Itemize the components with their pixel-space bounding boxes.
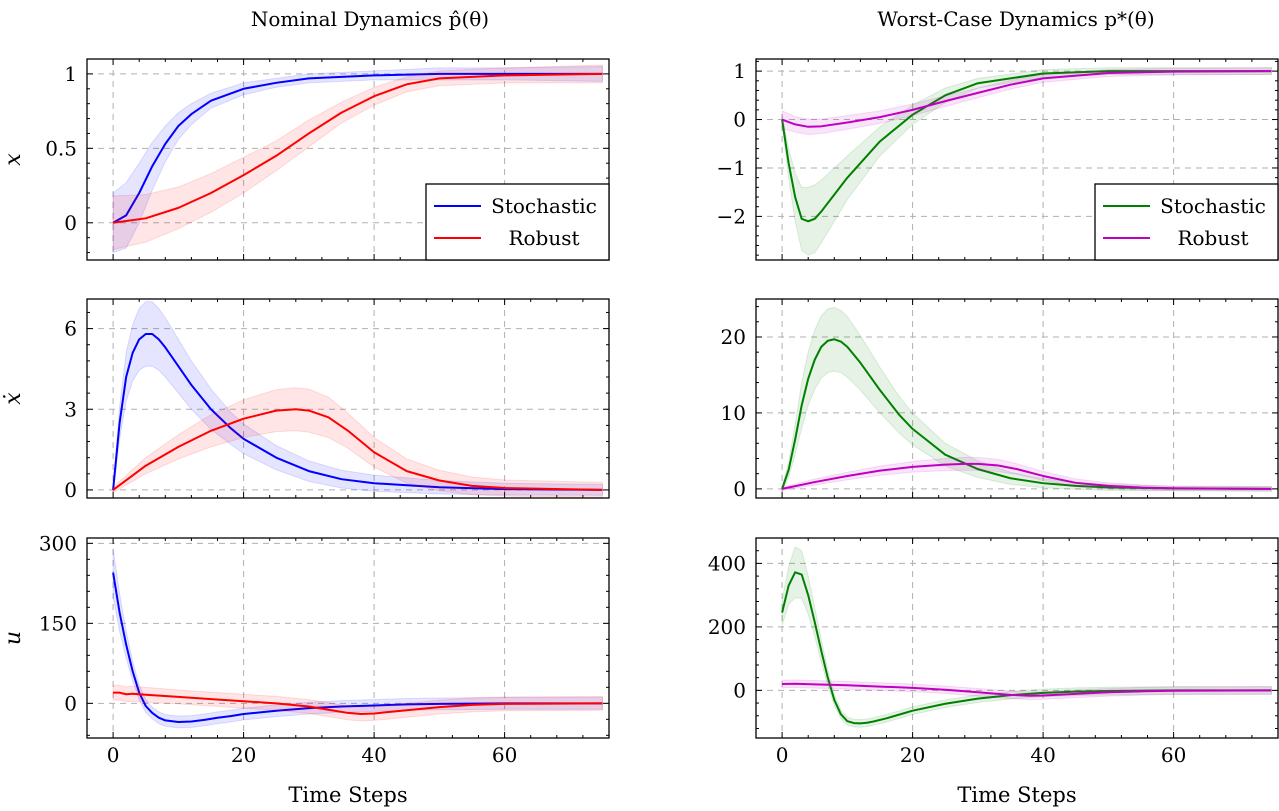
y-tick-label: 0.5 <box>45 136 77 160</box>
x-tick-label: 20 <box>231 743 256 767</box>
legend-box <box>1094 183 1279 261</box>
confidence-band-stochastic <box>112 548 603 729</box>
subplot-5: 0 150 300 0 20 40 60 u Time Steps <box>1 531 610 807</box>
x-tick-label: 20 <box>900 743 925 767</box>
y-tick-label: 10 <box>721 401 746 425</box>
y-tick-label: 1 <box>733 59 746 83</box>
series-group <box>781 546 1272 728</box>
subplot-4: 0 10 20 <box>721 298 1279 501</box>
y-tick-label: 0 <box>733 477 746 501</box>
y-tick-label: 400 <box>708 551 746 575</box>
y-tick-label: 20 <box>721 325 746 349</box>
x-tick-label: 60 <box>492 743 517 767</box>
series-line-stochastic <box>112 332 603 491</box>
series-line-robust <box>113 691 603 715</box>
axes-frame <box>86 537 610 739</box>
legend-box <box>425 183 610 261</box>
series-line-robust <box>781 462 1272 490</box>
series-line-stochastic <box>781 70 1272 223</box>
y-tick-label: −2 <box>717 204 746 228</box>
legend-label: Stochastic <box>491 194 597 218</box>
series-line-robust <box>112 72 603 224</box>
y-tick-label: 0 <box>64 478 77 502</box>
axes-frame <box>86 58 610 261</box>
y-tick-label: 6 <box>64 317 77 341</box>
confidence-band-stochastic <box>112 301 603 496</box>
y-tick-label: 150 <box>39 611 77 635</box>
series-line-robust <box>781 70 1272 128</box>
x-tick-label: 40 <box>361 743 386 767</box>
confidence-band-stochastic <box>112 65 603 254</box>
y-tick-label: 3 <box>64 397 77 421</box>
x-tick-label: 60 <box>1161 743 1186 767</box>
subplot-6: 0 200 400 0 20 40 60 Time Steps <box>708 537 1279 807</box>
confidence-band-robust <box>112 684 603 722</box>
right-column-title: Worst-Case Dynamics p*(θ) <box>877 7 1154 31</box>
legend-label: Stochastic <box>1160 194 1266 218</box>
series-group <box>112 548 603 729</box>
x-tick-label: 40 <box>1030 743 1055 767</box>
y-tick-label: 300 <box>39 531 77 555</box>
y-tick-label: 0 <box>64 211 77 235</box>
legend-label: Robust <box>508 226 579 250</box>
series-line-robust <box>782 682 1272 697</box>
series-line-stochastic <box>781 338 1272 490</box>
x-axis-label: Time Steps <box>288 783 407 807</box>
axes-frame <box>755 537 1279 739</box>
series-line-robust <box>112 408 603 491</box>
x-axis-label: Time Steps <box>957 783 1076 807</box>
subplot-2: −2 −1 0 1 Stochastic Robust <box>717 58 1279 261</box>
y-tick-label: 0 <box>733 108 746 132</box>
confidence-band-stochastic <box>781 67 1272 256</box>
y-axis-label: x <box>1 153 26 166</box>
series-line-stochastic <box>781 571 1272 725</box>
y-tick-label: 0 <box>64 691 77 715</box>
series-group <box>781 306 1272 492</box>
plots-group: 0 0.5 1 x Stochastic Robust −2 −1 0 1 Stochastic Ro… <box>1 58 1279 807</box>
series-line-stochastic <box>112 572 603 723</box>
confidence-band-robust <box>781 67 1272 136</box>
y-tick-label: 0 <box>733 678 746 702</box>
confidence-band-robust <box>781 456 1272 492</box>
legend-label: Robust <box>1177 226 1248 250</box>
series-group <box>112 301 603 498</box>
confidence-band-robust <box>112 64 603 251</box>
x-tick-label: 0 <box>107 743 120 767</box>
series-line-stochastic <box>112 72 603 224</box>
y-tick-label: 1 <box>64 62 77 86</box>
y-axis-label: ẋ <box>1 392 26 405</box>
y-tick-label: −1 <box>717 156 746 180</box>
x-tick-label: 0 <box>776 743 789 767</box>
y-tick-label: 200 <box>708 615 746 639</box>
subplot-3: 0 3 6 ẋ <box>1 298 610 502</box>
confidence-band-robust <box>781 679 1272 701</box>
subplot-1: 0 0.5 1 x Stochastic Robust <box>1 58 610 261</box>
confidence-band-stochastic <box>781 306 1272 492</box>
confidence-band-stochastic <box>781 546 1272 728</box>
legend: Stochastic Robust <box>425 183 610 261</box>
series-group <box>781 67 1272 256</box>
axes-frame <box>755 298 1279 499</box>
axes-frame <box>755 58 1279 261</box>
left-column-title: Nominal Dynamics p̂(θ) <box>251 7 489 31</box>
y-axis-label: u <box>1 631 26 645</box>
series-group <box>112 64 603 254</box>
legend: Stochastic Robust <box>1094 183 1279 261</box>
axes-frame <box>86 298 610 499</box>
